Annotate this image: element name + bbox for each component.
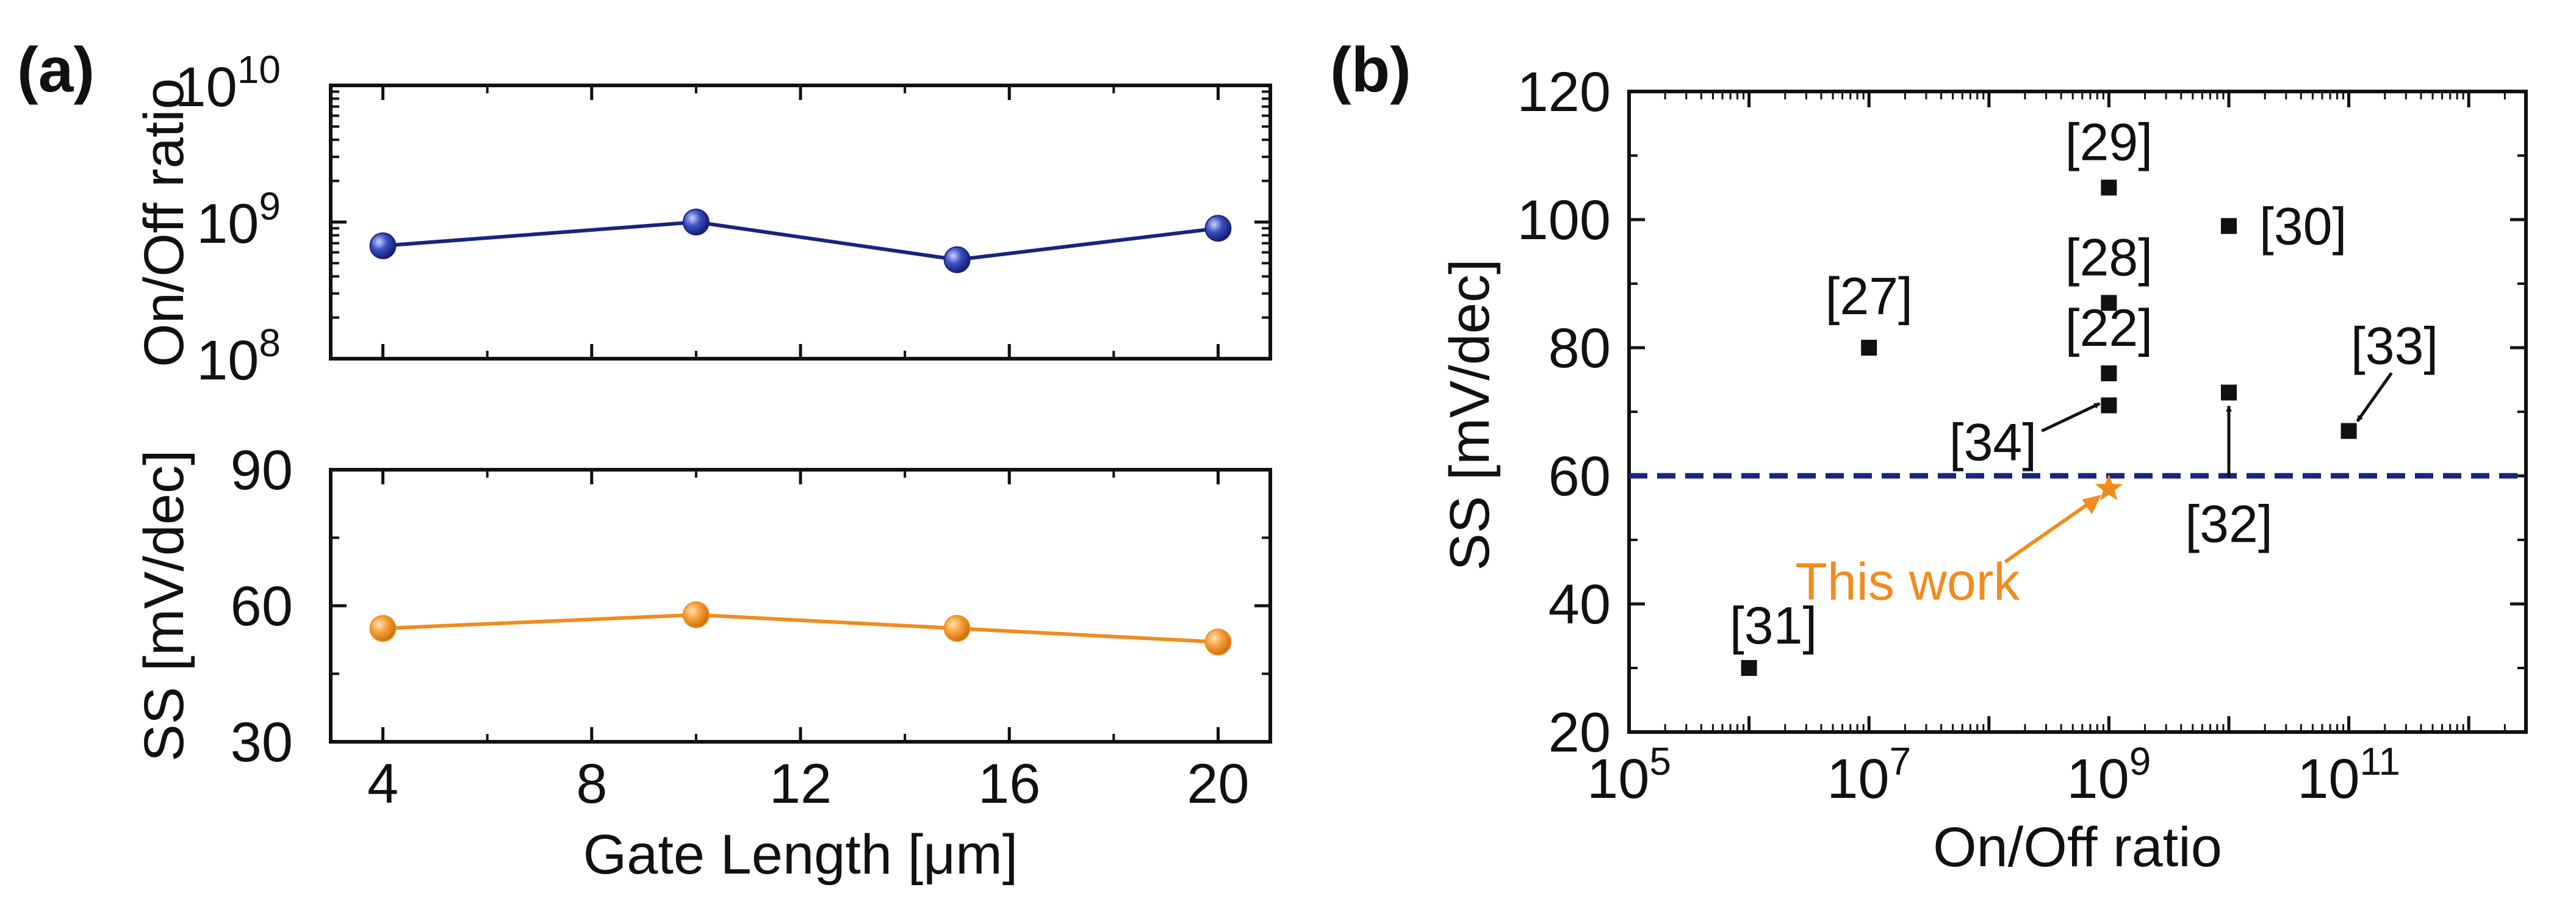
b-ytick-label: 100 [1517,189,1611,251]
b-xtick-label-exponent: 7 [1890,739,1912,783]
a-bottom-point [943,615,971,642]
a-bottom-xtick-label: 4 [367,753,398,815]
a-top-ytick-label: 108 [196,321,281,392]
b-data-point [1861,340,1877,356]
b-xtick-label-base: 10 [2297,748,2359,810]
b-data-point [2101,295,2117,311]
b-xtick-label-base: 10 [1827,748,1889,810]
a-top-ytick-label-base: 10 [196,193,259,255]
b-point-label: [32] [2185,495,2272,554]
b-ytick-label: 60 [1549,445,1611,508]
b-plot: 105 107 109 101112010080604020[31][27][29][… [1517,61,2526,810]
b-point-label: [28] [2065,229,2153,287]
b-ytick-label: 80 [1549,317,1611,379]
b-xtick-label: 1011 [2297,739,2400,810]
b-data-point [2101,397,2117,414]
b-ytick-label: 40 [1549,573,1611,636]
a-xlabel: Gate Length [μm] [583,824,1018,886]
b-data-point [2220,218,2237,234]
b-point-label: [34] [1949,414,2037,472]
b-xlabel: On/Off ratio [1933,816,2222,878]
panel-label-a: (a) [17,35,95,106]
a-top-frame [329,84,1272,361]
a-top-ytick-label-exponent: 9 [259,184,281,228]
b-point-arrow [2356,372,2393,422]
b-xtick-label: 107 [1827,739,1911,810]
a-bottom-ytick-label: 60 [231,575,293,637]
a-bottom-xtick-label: 8 [576,753,607,815]
a-top-point [943,246,971,273]
a-bottom-series-line [383,612,1218,644]
a-top-ytick-label-exponent: 8 [259,321,281,365]
b-xtick-label-base: 10 [1587,748,1649,810]
a-top-ytick-label: 1010 [174,48,281,118]
b-ytick-label: 20 [1549,702,1611,764]
b-data-point [2101,365,2117,381]
b-point-label: [27] [1825,267,1912,326]
b-data-point [2340,423,2357,439]
a-top-point [682,209,710,235]
a-bottom-ytick-label: 30 [231,711,293,774]
b-xtick-label-base: 10 [2067,748,2129,810]
a-bottom-ytick-label: 90 [231,439,293,501]
a-top-point [369,232,397,259]
a-top-ylabel: On/Off ratio [133,78,195,367]
a-bottom-plot: 4 8 12 16 20 90 60 30 [231,439,1270,815]
b-xtick-label: 105 [1587,739,1671,810]
a-bottom-point [369,615,397,642]
panel-label-b: (b) [1330,35,1411,106]
b-ylabel: SS [mV/dec] [1439,259,1501,570]
a-bottom-frame [329,468,1272,744]
b-point-label: [29] [2065,113,2153,172]
a-top-ytick-label-exponent: 10 [237,48,281,92]
b-point-label: [22] [2065,299,2153,357]
b-xtick-label: 109 [2067,739,2151,810]
b-this-work-arrow [2004,495,2099,564]
a-bottom-ylabel: SS [mV/dec] [133,450,195,761]
b-point-label: [30] [2259,198,2347,256]
b-xtick-label-exponent: 11 [2360,739,2400,783]
b-xtick-label-exponent: 9 [2129,739,2151,783]
b-this-work-star [2095,474,2123,501]
a-top-ytick-label: 109 [196,184,281,255]
a-top-point [1204,215,1232,242]
b-ytick-label: 120 [1517,61,1611,123]
a-top-ytick-label-base: 10 [174,56,237,118]
b-data-point [2220,384,2237,401]
a-bottom-xtick-label: 20 [1187,753,1249,815]
b-point-arrow [2041,402,2101,433]
b-this-work-arrowhead [2082,495,2102,514]
b-xtick-label-exponent: 5 [1649,739,1671,783]
b-this-work-label: This work [1795,553,2020,611]
a-bottom-point [1204,628,1232,656]
a-top-series-line [383,220,1218,262]
b-data-point [2101,179,2117,196]
a-bottom-point [682,601,710,628]
a-bottom-xtick-label: 16 [978,753,1040,815]
a-top-ytick-label-base: 10 [196,329,259,392]
a-bottom-xtick-label: 12 [769,753,832,815]
b-point-label: [33] [2351,317,2438,376]
b-point-label: [31] [1730,597,1817,655]
b-data-point [1741,660,1757,676]
